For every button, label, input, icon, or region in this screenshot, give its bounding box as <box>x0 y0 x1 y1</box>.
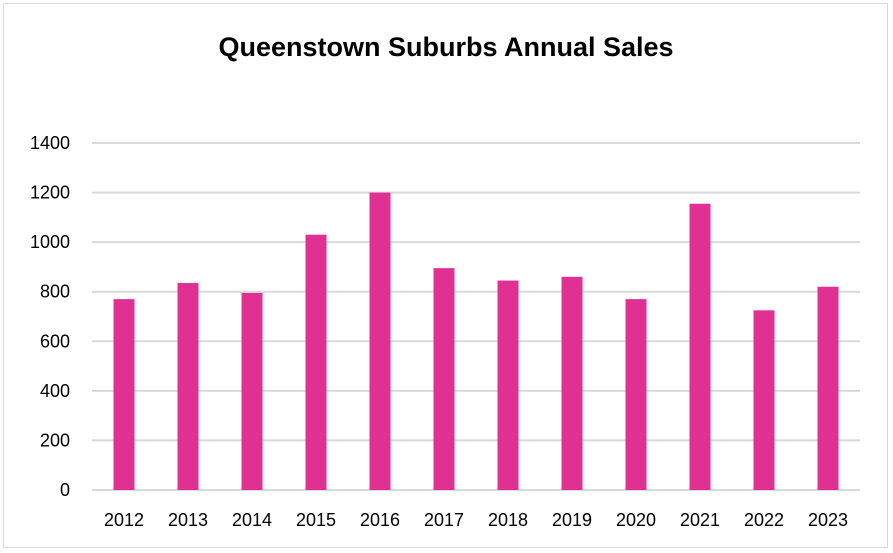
bar-2021 <box>689 203 711 490</box>
chart-title: Queenstown Suburbs Annual Sales <box>218 32 673 62</box>
bar-2015 <box>305 234 327 490</box>
bar-2016 <box>369 192 391 491</box>
x-tick-label: 2012 <box>104 510 144 530</box>
bar-2018 <box>497 280 519 490</box>
y-tick-label: 1000 <box>30 232 70 252</box>
bar-2023 <box>817 286 839 490</box>
bar-2012 <box>113 299 135 490</box>
x-axis-ticks: 2012 2013 2014 2015 2016 2017 2018 2019 2020 2021… <box>104 510 848 530</box>
bar-2017 <box>433 268 455 490</box>
x-tick-label: 2021 <box>680 510 720 530</box>
y-axis-ticks: 0 200 400 600 800 1000 1200 1400 <box>30 133 70 500</box>
gridlines <box>92 142 860 491</box>
bar-2013 <box>177 283 199 490</box>
x-tick-label: 2013 <box>168 510 208 530</box>
y-tick-label: 200 <box>40 430 70 450</box>
x-tick-label: 2019 <box>552 510 592 530</box>
bar-2014 <box>241 292 263 490</box>
bars <box>113 192 839 491</box>
x-tick-label: 2017 <box>424 510 464 530</box>
x-tick-label: 2016 <box>360 510 400 530</box>
x-tick-label: 2014 <box>232 510 272 530</box>
bar-2019 <box>561 276 583 490</box>
y-tick-label: 0 <box>60 480 70 500</box>
y-tick-label: 1400 <box>30 133 70 153</box>
x-tick-label: 2022 <box>744 510 784 530</box>
y-tick-label: 1200 <box>30 183 70 203</box>
x-tick-label: 2015 <box>296 510 336 530</box>
y-tick-label: 600 <box>40 331 70 351</box>
bar-2022 <box>753 310 775 490</box>
y-tick-label: 400 <box>40 381 70 401</box>
x-tick-label: 2018 <box>488 510 528 530</box>
x-tick-label: 2020 <box>616 510 656 530</box>
x-tick-label: 2023 <box>808 510 848 530</box>
y-tick-label: 800 <box>40 282 70 302</box>
bar-2020 <box>625 299 647 490</box>
